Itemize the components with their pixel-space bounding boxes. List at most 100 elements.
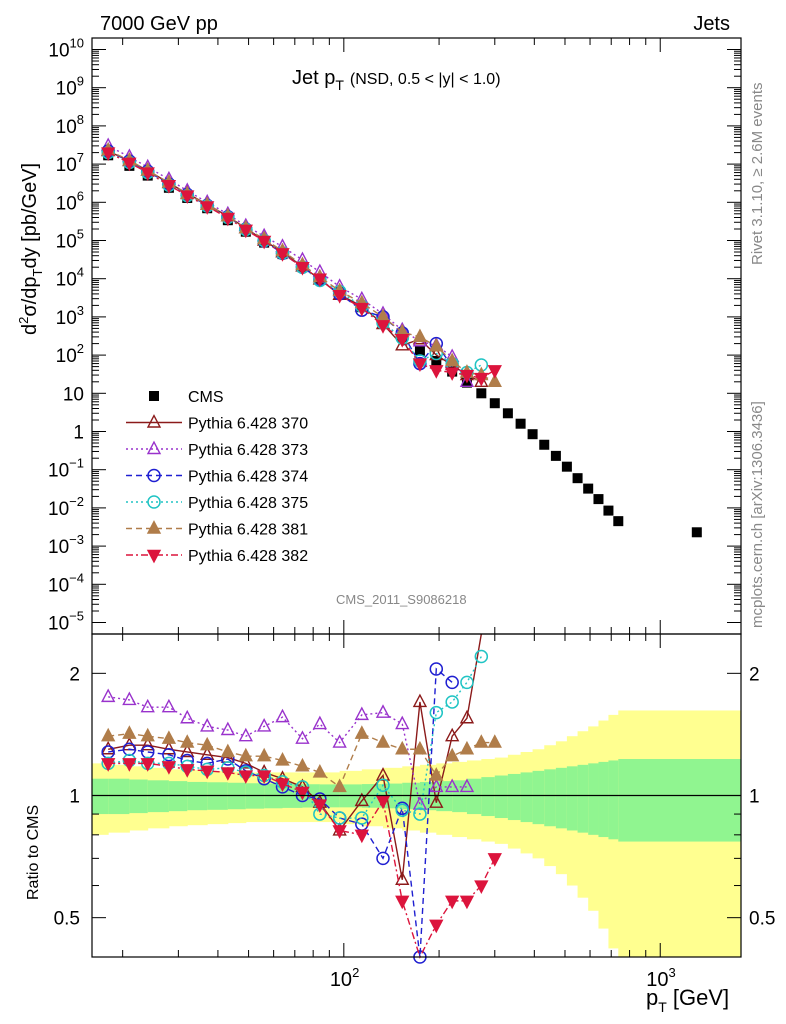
- ratio-point: [161, 698, 177, 713]
- ratio-point: [101, 727, 116, 742]
- cms-point: [431, 356, 442, 367]
- ratio-point: [354, 706, 369, 721]
- ratio-point: [375, 734, 391, 748]
- cms-point: [583, 483, 594, 494]
- ratio-point: [354, 829, 369, 844]
- ratio-point: [445, 778, 460, 793]
- ratio-point: [459, 895, 475, 910]
- y-tick-label: 10−3: [48, 532, 84, 558]
- ratio-tick-label: 1: [69, 787, 80, 808]
- band-inner: [168, 781, 188, 812]
- ratio-point: [161, 730, 177, 744]
- ratio-point: [238, 754, 253, 769]
- band-inner: [494, 775, 509, 819]
- ratio-point: [312, 764, 328, 778]
- ratio-point: [220, 721, 236, 736]
- ratio-point: [122, 758, 137, 772]
- ratio-point: [295, 730, 310, 744]
- y-tick-label: 1: [73, 423, 84, 444]
- ratio-point: [140, 758, 155, 772]
- legend: CMS Pythia 6.428 370 Pythia 6.428 373 Pythi…: [126, 389, 308, 565]
- ratio-point: [460, 675, 474, 690]
- band-inner: [532, 770, 545, 825]
- ratio-point: [474, 649, 489, 664]
- uncertainty-bands: [92, 710, 742, 957]
- ratio-point: [140, 736, 155, 751]
- header-right: Jets: [693, 13, 730, 35]
- cms-point: [561, 461, 572, 472]
- ratio-point: [275, 778, 290, 792]
- series-point: [161, 180, 177, 194]
- plot-title: Jet pT (NSD, 0.5 < |y| < 1.0): [292, 67, 501, 93]
- y-tick-label: 109: [56, 74, 84, 100]
- legend-label: Pythia 6.428 374: [188, 469, 308, 486]
- cms-point: [515, 418, 526, 429]
- legend-marker: [147, 495, 161, 509]
- ratio-point: [122, 742, 137, 757]
- ratio-point: [101, 758, 116, 772]
- ratio-point: [474, 880, 489, 894]
- ratio-point: [429, 767, 444, 781]
- band-inner: [566, 766, 579, 831]
- mcplots-label: mcplots.cern.ch [arXiv:1306.3436]: [749, 401, 766, 628]
- ratio-point: [395, 895, 410, 910]
- ratio-point: [220, 743, 236, 758]
- ratio-point: [445, 895, 460, 910]
- y-tick-label: 10−4: [48, 570, 84, 596]
- header-left: 7000 GeV pp: [100, 13, 218, 35]
- ratio-point: [101, 740, 116, 755]
- ratio-point: [162, 748, 176, 762]
- ratio-tick-label-right: 0.5: [749, 909, 775, 930]
- band-inner: [92, 778, 109, 815]
- ratio-point: [459, 778, 475, 793]
- ratio-point: [161, 761, 177, 775]
- ratio-point: [312, 715, 328, 730]
- y-tick-label: 105: [56, 226, 84, 252]
- ratio-point: [180, 743, 195, 758]
- y-tick-label: 108: [56, 112, 84, 138]
- y-tick-label: 106: [56, 188, 84, 214]
- ratio-point: [412, 796, 428, 810]
- ratio-line: [108, 732, 495, 788]
- band-inner: [108, 778, 130, 815]
- series-line: [107, 149, 496, 383]
- ratio-point: [375, 704, 391, 718]
- ratio-point: [445, 675, 459, 690]
- series-point: [256, 235, 272, 250]
- ratio-point: [413, 807, 427, 821]
- cms-point: [489, 398, 500, 409]
- main-panel-series: [101, 137, 702, 538]
- legend-marker: [146, 414, 162, 428]
- ratio-point: [238, 727, 253, 742]
- ratio-panel-series: [92, 633, 741, 964]
- legend-label: Pythia 6.428 381: [188, 522, 308, 539]
- legend-label: Pythia 6.428 370: [188, 416, 308, 433]
- cms-point: [539, 439, 550, 450]
- ratio-point: [445, 747, 460, 762]
- ratio-point: [200, 746, 215, 760]
- legend-marker: [146, 440, 162, 455]
- band-inner: [577, 764, 589, 833]
- watermark: CMS_2011_S9086218: [336, 592, 467, 607]
- ratio-line: [108, 633, 483, 880]
- band-inner: [598, 761, 609, 838]
- y-tick-label: 10−5: [48, 609, 84, 635]
- band-inner: [555, 767, 568, 829]
- series-point: [429, 365, 444, 379]
- legend-label: Pythia 6.428 382: [188, 548, 308, 565]
- legend-label: Pythia 6.428 373: [188, 442, 308, 459]
- rivet-label: Rivet 3.1.10, ≥ 2.6M events: [749, 83, 766, 266]
- ratio-point: [395, 740, 410, 755]
- cms-point: [414, 345, 425, 356]
- ratio-point: [275, 752, 290, 766]
- legend-marker: [149, 391, 159, 401]
- series-point: [487, 365, 502, 379]
- series-point: [395, 336, 410, 351]
- ratio-point: [238, 747, 253, 762]
- band-inner: [507, 773, 522, 821]
- band-inner: [481, 777, 496, 817]
- series-line: [107, 151, 496, 379]
- cms-point: [691, 527, 702, 538]
- ratio-point: [412, 693, 428, 708]
- ratio-point: [256, 717, 272, 732]
